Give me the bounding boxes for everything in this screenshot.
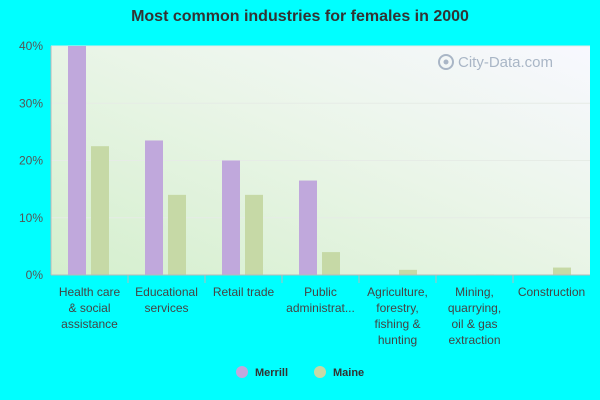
legend-label-maine: Maine bbox=[333, 367, 364, 379]
x-tick-label: fishing & bbox=[374, 317, 420, 331]
x-tick-label: hunting bbox=[378, 333, 417, 347]
x-tick-label: Mining, bbox=[455, 285, 494, 299]
chart-title: Most common industries for females in 20… bbox=[131, 8, 469, 25]
watermark-text: City-Data.com bbox=[458, 54, 553, 71]
bar-maine-1[interactable] bbox=[168, 194, 186, 275]
bar-merrill-0[interactable] bbox=[68, 46, 86, 275]
y-tick-label: 30% bbox=[19, 96, 43, 110]
y-tick-label: 10% bbox=[19, 211, 43, 225]
gridlines bbox=[51, 45, 590, 219]
legend-swatch-merrill bbox=[236, 366, 248, 378]
x-tick-label: extraction bbox=[448, 333, 500, 347]
legend: Merrill Maine bbox=[236, 366, 364, 379]
bar-merrill-2[interactable] bbox=[222, 160, 240, 276]
x-tick-labels: Health care & social assistance Educational… bbox=[59, 285, 585, 347]
bar-maine-0[interactable] bbox=[91, 146, 109, 275]
y-tick-label: 0% bbox=[26, 268, 44, 282]
x-tick-label: Public bbox=[304, 285, 337, 299]
x-tick-label: administrat... bbox=[286, 301, 355, 315]
x-tick-label: services bbox=[144, 301, 188, 315]
bar-merrill-3[interactable] bbox=[299, 180, 317, 275]
bar-maine-4[interactable] bbox=[399, 269, 417, 275]
legend-swatch-maine bbox=[314, 366, 326, 378]
bar-merrill-1[interactable] bbox=[145, 140, 163, 275]
bars bbox=[68, 46, 571, 275]
x-tick-label: Educational bbox=[135, 285, 198, 299]
x-tick-label: Retail trade bbox=[213, 285, 275, 299]
y-tick-labels: 0% 10% 20% 30% 40% bbox=[19, 39, 43, 282]
x-tick-label: & social bbox=[68, 301, 110, 315]
x-tick-label: quarrying, bbox=[448, 301, 501, 315]
x-tick-label: Agriculture, bbox=[367, 285, 428, 299]
y-tick-label: 20% bbox=[19, 154, 43, 168]
x-tick-label: Health care bbox=[59, 285, 121, 299]
x-tick-label: forestry, bbox=[376, 301, 418, 315]
y-tick-label: 40% bbox=[19, 39, 43, 53]
bar-maine-3[interactable] bbox=[322, 252, 340, 275]
legend-label-merrill: Merrill bbox=[255, 367, 288, 379]
x-tick-label: assistance bbox=[61, 317, 118, 331]
bar-maine-2[interactable] bbox=[245, 194, 263, 275]
x-tick-label: Construction bbox=[518, 285, 585, 299]
bar-maine-6[interactable] bbox=[553, 267, 571, 275]
x-tick-label: oil & gas bbox=[451, 317, 497, 331]
watermark: City-Data.com bbox=[438, 54, 553, 71]
axes bbox=[50, 46, 590, 283]
